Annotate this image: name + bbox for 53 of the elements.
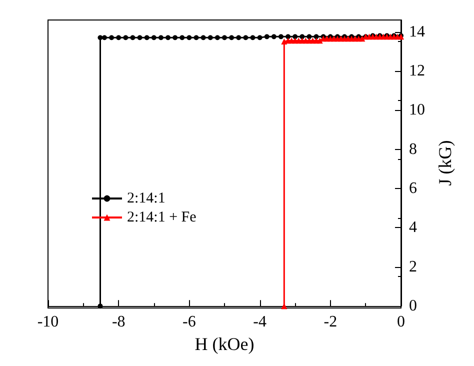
point [186, 35, 192, 40]
x-tick-label: -6 [182, 314, 196, 331]
point [316, 38, 323, 44]
point [109, 35, 114, 40]
point [166, 35, 171, 40]
point [281, 38, 288, 45]
y-tick-label: 4 [409, 219, 417, 236]
point [208, 35, 213, 40]
y-tick-label: 0 [409, 298, 417, 315]
point [278, 34, 284, 40]
point [144, 35, 150, 40]
y-axis-title: J (kG) [434, 140, 455, 186]
point [98, 304, 103, 309]
point [98, 35, 103, 40]
y-tick-label: 12 [409, 62, 425, 80]
x-tick-label: -8 [112, 314, 126, 331]
point [292, 34, 298, 40]
point [243, 35, 248, 40]
point [130, 35, 136, 40]
y-tick-label: 2 [409, 258, 417, 276]
legend-label: 2:14:1 + Fe [127, 210, 197, 226]
point [180, 35, 185, 40]
x-tick-label: -4 [253, 314, 266, 331]
point [151, 35, 156, 40]
point [257, 35, 262, 40]
x-axis-title: H (kOe) [194, 334, 254, 354]
point [102, 35, 107, 40]
point [236, 35, 242, 40]
point [306, 34, 312, 40]
x-tick-label: 0 [397, 314, 405, 331]
y-tick-label: 10 [409, 102, 425, 119]
point [264, 34, 270, 40]
y-tick-label: 8 [409, 140, 417, 158]
point [116, 35, 122, 40]
point [172, 35, 178, 40]
x-tick-label: -2 [324, 314, 338, 331]
x-tick-label: -10 [37, 314, 59, 331]
point [200, 35, 206, 40]
y-tick-label: 6 [409, 180, 417, 198]
point [300, 34, 305, 40]
point [214, 35, 220, 40]
point [314, 34, 319, 40]
point [194, 35, 199, 40]
point [123, 35, 128, 40]
point [137, 35, 142, 40]
point [222, 35, 227, 40]
point [286, 34, 291, 40]
point [229, 35, 234, 40]
point [271, 34, 276, 40]
y-tick-label: 14 [409, 23, 425, 40]
legend-label: 2:14:1 [127, 190, 166, 206]
point [250, 35, 256, 40]
point [158, 35, 164, 40]
